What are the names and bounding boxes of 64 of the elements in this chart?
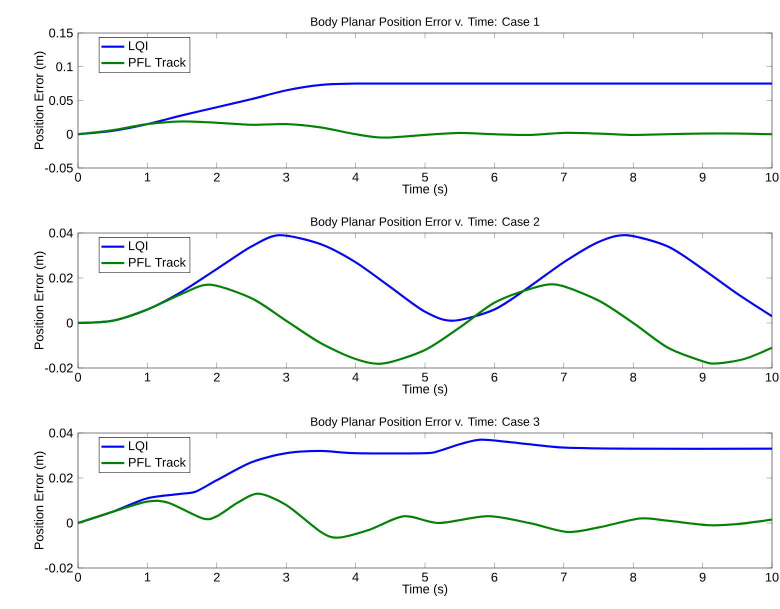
x-tick-label: 0 [74,372,82,382]
y-tick-label: 0.05 [49,96,73,105]
x-tick-label: 4 [352,172,359,182]
chart-title: Body Planar Position Error v. Time: Case 1 [311,17,540,28]
y-tick-label: 0 [66,130,73,139]
y-tick-label: -0.02 [44,364,73,372]
y-tick-label: 0.04 [49,228,73,238]
y-axis-title: Position Error (m) [34,252,46,350]
x-tick-label: 2 [214,172,220,182]
x-tick-label: 10 [766,172,779,182]
x-tick-label: 5 [422,172,428,182]
x-tick-label: 7 [560,372,567,382]
y-tick-label: -0.02 [44,563,73,572]
legend-label: LQI [129,441,148,453]
x-tick-label: 3 [283,572,290,582]
x-tick-label: 3 [283,372,290,382]
x-tick-label: 7 [560,572,567,582]
y-axis-title: Position Error (m) [34,52,46,150]
x-tick-label: 6 [492,372,498,382]
x-tick-label: 7 [560,172,567,182]
chart-title: Body Planar Position Error v. Time: Case 3 [311,417,540,428]
line-series [78,120,772,139]
x-tick-label: 5 [422,372,428,382]
y-tick-label: 0.04 [49,428,73,438]
x-axis-title: Time (s) [402,184,448,196]
legend-label: LQI [129,241,148,253]
y-tick-label: 0.1 [56,62,73,72]
x-tick-label: 0 [74,572,82,582]
legend-label: LQI [129,41,148,53]
y-tick-label: 0.15 [49,28,73,38]
x-tick-label: 1 [144,372,150,382]
x-tick-label: 6 [492,572,498,582]
legend-label: PFL Track [129,257,186,267]
x-tick-label: 5 [422,572,428,582]
x-tick-label: 8 [630,372,636,382]
y-tick-label: 0.02 [49,274,73,282]
x-tick-label: 3 [283,172,290,182]
x-tick-label: 2 [214,372,220,382]
legend-label: PFL Track [129,457,186,467]
x-tick-label: 1 [144,172,150,182]
y-axis-title: Position Error (m) [34,452,46,550]
y-tick-label: 0 [66,518,73,528]
line-series [78,492,772,539]
x-tick-label: 8 [630,572,636,582]
line-series [78,283,772,365]
x-tick-label: 6 [492,172,498,182]
y-tick-label: 0 [66,318,73,328]
x-tick-label: 4 [352,372,359,382]
x-axis-title: Time (s) [402,584,448,596]
x-tick-label: 9 [700,572,706,582]
x-tick-label: 4 [352,572,359,582]
y-tick-label: -0.05 [44,164,73,172]
legend-label: PFL Track [129,57,186,67]
x-tick-label: 8 [630,172,636,182]
y-tick-label: 0.02 [49,474,73,482]
x-tick-label: 0 [74,172,82,182]
x-tick-label: 9 [700,172,706,182]
x-tick-label: 2 [214,572,220,582]
x-tick-label: 10 [766,372,779,382]
x-tick-label: 10 [766,572,779,582]
x-axis-title: Time (s) [402,384,448,396]
chart-title: Body Planar Position Error v. Time: Case 2 [311,217,540,228]
x-tick-label: 1 [144,572,150,582]
x-tick-label: 9 [700,372,706,382]
